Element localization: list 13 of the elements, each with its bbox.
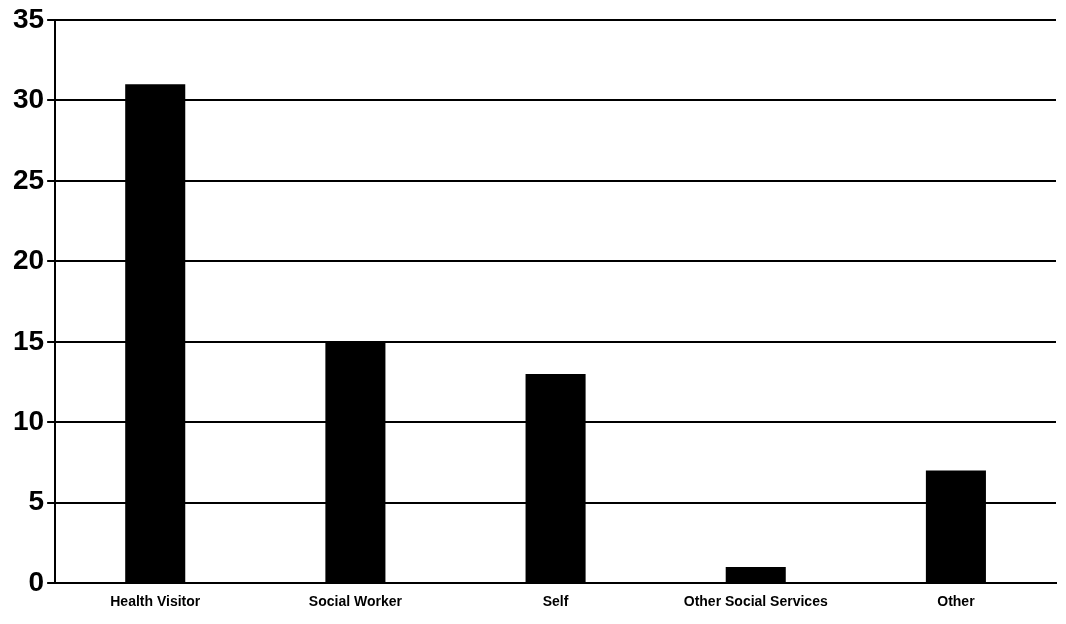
x-tick-label: Other bbox=[937, 593, 976, 610]
x-tick-label: Other Social Services bbox=[683, 593, 828, 610]
y-tick-label: 5 bbox=[28, 485, 45, 517]
y-tick-label: 10 bbox=[12, 405, 45, 436]
x-tick-label: Social Worker bbox=[308, 593, 403, 610]
y-tick-label: 25 bbox=[12, 163, 45, 195]
y-tick-label: 15 bbox=[12, 324, 45, 356]
y-tick-label: 20 bbox=[12, 244, 45, 276]
y-tick-label: 35 bbox=[12, 2, 45, 34]
y-tick-label: 30 bbox=[12, 83, 45, 115]
x-tick-label: Self bbox=[542, 593, 569, 610]
y-tick-label: 0 bbox=[28, 565, 45, 597]
x-tick-label: Health Visitor bbox=[110, 593, 201, 610]
